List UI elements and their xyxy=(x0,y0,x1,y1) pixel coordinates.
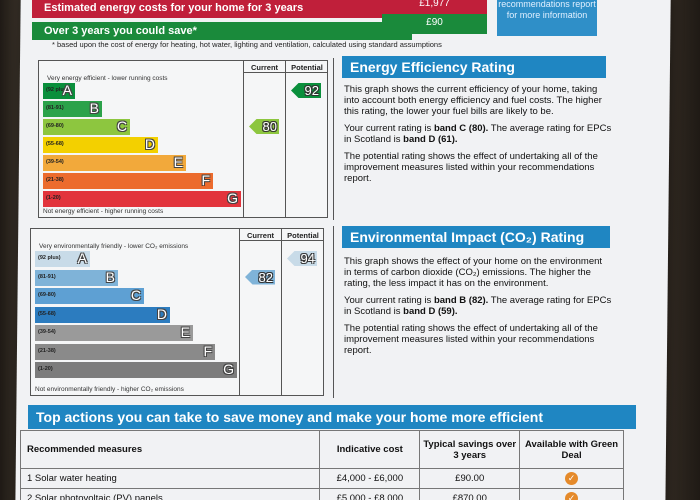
band-letter: G xyxy=(223,361,234,377)
band-c: (69-80) C xyxy=(35,287,144,304)
band-letter: C xyxy=(116,118,127,134)
env-panel-p3: The potential rating shows the effect of… xyxy=(344,323,598,356)
current-header: Current xyxy=(239,229,281,241)
band-b: (81-91) B xyxy=(35,268,118,286)
chart-top-label: Very environmentally friendly - lower CO… xyxy=(39,243,189,250)
band-d: (55-68) D xyxy=(43,136,158,153)
band-range: (69-80) xyxy=(46,123,64,129)
band-letter: A xyxy=(77,250,87,266)
band-g: (1-20) G xyxy=(43,190,241,207)
band-e: (39-54) E xyxy=(35,324,193,341)
band-e: (39-54) E xyxy=(43,154,186,171)
estimated-costs-value: £1,977 xyxy=(382,0,487,18)
band-f: (21-38) F xyxy=(35,342,215,360)
chart-top-label: Very energy efficient - lower running co… xyxy=(47,75,168,82)
band-letter: A xyxy=(62,82,72,98)
check-icon: ✓ xyxy=(565,472,579,485)
current-header: Current xyxy=(243,61,285,73)
savings-header: Typical savings over 3 years xyxy=(419,430,521,469)
measure-cell: 2 Solar photovoltaic (PV) panels xyxy=(19,488,321,500)
measure-cell: 1 Solar water heating xyxy=(19,468,321,489)
potential-header: Potential xyxy=(285,61,328,73)
cost-cell: £4,000 - £6,000 xyxy=(319,468,421,489)
band-range: (21-38) xyxy=(38,347,56,354)
band-range: (39-54) xyxy=(38,329,56,335)
chart-bottom-label: Not environmentally friendly - higher CO… xyxy=(35,386,184,393)
estimated-costs-bar: Estimated energy costs for your home for… xyxy=(32,0,412,18)
savings-cell: £870.00 xyxy=(419,488,521,500)
chart-bottom-label: Not energy efficient - higher running co… xyxy=(43,208,164,215)
env-panel-p1: This graph shows the effect of your home… xyxy=(344,256,603,289)
band-letter: F xyxy=(203,342,212,359)
band-letter: B xyxy=(89,100,99,116)
band-letter: E xyxy=(173,154,183,170)
band-c: (69-80) C xyxy=(43,118,130,135)
energy-rating-chart: Current Potential Very energy efficient … xyxy=(38,60,328,218)
table-row: 2 Solar photovoltaic (PV) panels £5,000 … xyxy=(19,488,624,500)
band-f: (21-38) F xyxy=(43,172,213,189)
env-panel-title: Environmental Impact (CO₂) Rating xyxy=(342,226,610,248)
band-letter: F xyxy=(201,172,210,188)
band-g: (1-20) G xyxy=(35,361,237,378)
green-deal-cell: ✓ xyxy=(519,488,624,500)
band-a: (92 plus) A xyxy=(43,82,75,99)
band-range: (1-20) xyxy=(38,366,53,372)
band-d: (55-68) D xyxy=(35,305,170,323)
report-note: recommendations report for more informat… xyxy=(497,0,597,36)
band-range: (81-91) xyxy=(46,105,64,111)
band-b: (81-91) B xyxy=(43,100,102,117)
band-range: (55-68) xyxy=(46,141,64,147)
current-rating-marker: 82 xyxy=(245,269,275,285)
potential-header: Potential xyxy=(281,229,324,241)
table-row: 1 Solar water heating £4,000 - £6,000 £9… xyxy=(19,468,624,489)
band-range: (39-54) xyxy=(46,159,64,165)
recommended-measures-table: Recommended measures Indicative cost Typ… xyxy=(19,430,624,500)
band-letter: B xyxy=(105,268,115,285)
band-letter: D xyxy=(156,305,167,322)
band-range: (21-38) xyxy=(46,177,64,183)
energy-panel-p2: Your current rating is band C (80). The … xyxy=(344,123,612,145)
band-range: (92 plus) xyxy=(38,255,61,261)
band-range: (69-80) xyxy=(38,292,56,298)
cost-header: Indicative cost xyxy=(319,430,421,469)
measures-header: Recommended measures xyxy=(19,430,321,469)
env-panel-body: This graph shows the effect of your home… xyxy=(344,256,612,362)
band-range: (92 plus) xyxy=(46,87,69,93)
divider xyxy=(333,226,334,398)
savings-bar: Over 3 years you could save* xyxy=(32,22,412,40)
background-left xyxy=(0,0,20,500)
savings-cell: £90.00 xyxy=(419,468,521,489)
savings-value: £90 xyxy=(382,14,487,34)
band-a: (92 plus) A xyxy=(35,250,90,267)
band-range: (81-91) xyxy=(38,273,56,280)
band-letter: D xyxy=(144,136,155,152)
energy-panel-title: Energy Efficiency Rating xyxy=(342,56,606,78)
current-rating-marker: 80 xyxy=(249,119,279,134)
energy-panel-body: This graph shows the current efficiency … xyxy=(344,84,612,190)
band-letter: C xyxy=(130,287,141,303)
green-deal-header: Available with Green Deal xyxy=(519,430,624,469)
footnote: * based upon the cost of energy for heat… xyxy=(52,40,442,49)
potential-rating-marker: 94 xyxy=(287,251,317,266)
divider xyxy=(333,58,334,220)
green-deal-cell: ✓ xyxy=(519,468,624,489)
band-range: (1-20) xyxy=(46,195,61,201)
environmental-rating-chart: Current Potential Very environmentally f… xyxy=(30,228,324,396)
band-range: (55-68) xyxy=(38,310,56,317)
env-panel-p2: Your current rating is band B (82). The … xyxy=(344,295,612,317)
cost-cell: £5,000 - £8,000 xyxy=(319,488,421,500)
energy-panel-p3: The potential rating shows the effect of… xyxy=(344,151,598,184)
potential-rating-marker: 92 xyxy=(291,83,321,98)
energy-panel-p1: This graph shows the current efficiency … xyxy=(344,84,602,117)
check-icon: ✓ xyxy=(565,492,579,500)
band-letter: E xyxy=(180,324,190,340)
top-actions-title: Top actions you can take to save money a… xyxy=(28,405,636,429)
band-letter: G xyxy=(227,190,238,206)
